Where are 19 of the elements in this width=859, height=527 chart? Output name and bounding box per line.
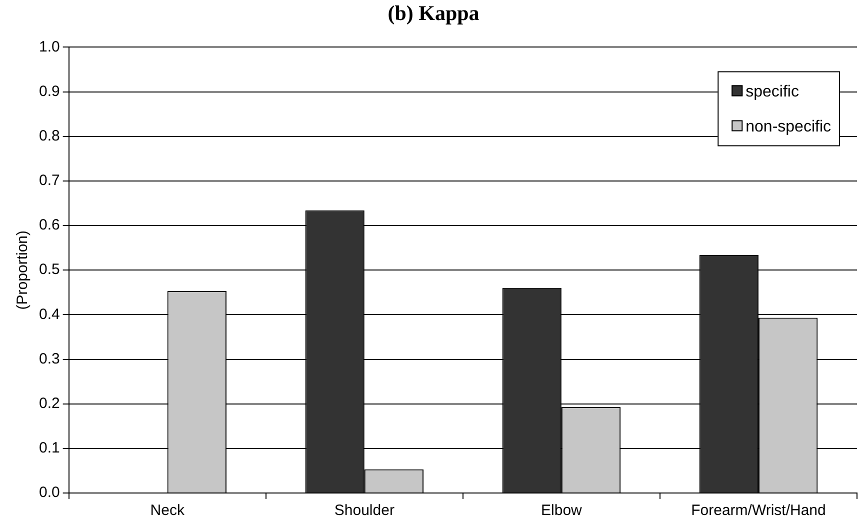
- x-tick-label: Forearm/Wrist/Hand: [691, 502, 826, 520]
- y-tick-label: 0.9: [38, 82, 60, 100]
- y-tick-label: 0.5: [38, 261, 60, 278]
- y-axis-title: (Proportion): [14, 230, 32, 310]
- legend-label: specific: [746, 84, 799, 101]
- y-tick-label: 1.0: [38, 38, 60, 56]
- chart-title: (b) Kappa: [388, 1, 480, 26]
- y-tick-label: 0.0: [38, 484, 60, 502]
- y-tick-label: 0.4: [38, 306, 60, 323]
- legend-label: non-specific: [746, 118, 831, 136]
- y-tick-label: 0.6: [38, 216, 60, 234]
- y-tick-label: 0.2: [38, 394, 60, 412]
- x-tick-label: Elbow: [541, 502, 582, 520]
- y-tick-label: 0.7: [38, 172, 60, 190]
- x-tick-label: Shoulder: [334, 502, 394, 520]
- x-tick-label: Neck: [150, 502, 185, 520]
- y-tick-label: 0.1: [38, 440, 60, 457]
- y-tick-label: 0.3: [38, 350, 60, 368]
- y-tick-label: 0.8: [38, 128, 60, 144]
